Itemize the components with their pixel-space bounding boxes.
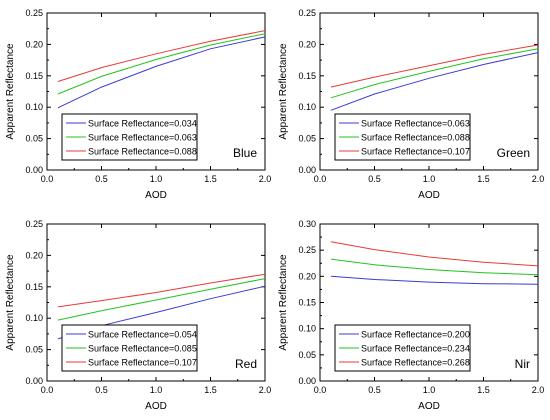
- y-tick-label: 0.25: [25, 8, 43, 18]
- chart-panel-1: 0.0 0.5 1.0 1.5 2.0 0.00 0.05 0.10 0.15 0.20 0.25 A…: [5, 8, 271, 201]
- y-tick-label: 0.15: [25, 282, 43, 292]
- x-tick-label: 0.5: [368, 385, 381, 395]
- x-tick-label: 0.0: [314, 385, 327, 395]
- series-line-2: [330, 258, 539, 276]
- x-tick-label: 1.5: [477, 174, 490, 184]
- y-tick-label: 0.20: [25, 250, 43, 260]
- y-tick-label: 0.10: [298, 102, 316, 112]
- legend-label: Surface Reflectance=0.085: [88, 344, 197, 354]
- series-line-3: [57, 273, 266, 308]
- x-tick-label: 1.5: [477, 385, 490, 395]
- y-tick-label: 0.05: [25, 134, 43, 144]
- x-tick-label: 1.5: [204, 385, 217, 395]
- legend-label: Surface Reflectance=0.234: [361, 344, 470, 354]
- legend-label: Surface Reflectance=0.034: [88, 119, 197, 129]
- y-tick-label: 0.05: [298, 350, 316, 360]
- y-tick-label: 0.05: [25, 345, 43, 355]
- legend-label: Surface Reflectance=0.063: [361, 119, 470, 129]
- band-label: Red: [235, 357, 257, 371]
- series-line-3: [330, 44, 539, 88]
- x-tick-label: 1.0: [150, 174, 163, 184]
- band-label: Blue: [233, 146, 257, 160]
- legend-label: Surface Reflectance=0.107: [361, 147, 470, 157]
- y-tick-label: 0.00: [298, 165, 316, 175]
- x-tick-label: 0.0: [314, 174, 327, 184]
- x-axis-label: AOD: [418, 190, 440, 201]
- y-tick-label: 0.30: [298, 219, 316, 229]
- y-axis-label: Apparent Reflectance: [5, 254, 16, 351]
- legend-label: Surface Reflectance=0.088: [361, 133, 470, 143]
- x-tick-label: 1.0: [423, 385, 436, 395]
- band-label: Green: [497, 146, 530, 160]
- chart-panel-4: 0.0 0.5 1.0 1.5 2.0 0.00 0.05 0.10 0.15 0.20 0.25 0…: [278, 219, 544, 412]
- legend-label: Surface Reflectance=0.063: [88, 133, 197, 143]
- legend-label: Surface Reflectance=0.088: [88, 147, 197, 157]
- series-line-1: [57, 36, 266, 109]
- y-tick-label: 0.00: [298, 376, 316, 386]
- y-tick-label: 0.15: [298, 298, 316, 308]
- y-tick-label: 0.00: [25, 376, 43, 386]
- series-line-3: [330, 241, 539, 267]
- y-tick-label: 0.10: [25, 102, 43, 112]
- legend-label: Surface Reflectance=0.107: [88, 358, 197, 368]
- y-tick-label: 0.20: [25, 39, 43, 49]
- x-tick-label: 2.0: [259, 385, 272, 395]
- x-tick-label: 1.5: [204, 174, 217, 184]
- x-tick-label: 2.0: [532, 385, 545, 395]
- x-tick-label: 0.5: [368, 174, 381, 184]
- y-tick-label: 0.20: [298, 39, 316, 49]
- y-tick-label: 0.10: [25, 313, 43, 323]
- series-line-2: [330, 48, 539, 99]
- x-tick-label: 0.5: [95, 385, 108, 395]
- y-tick-label: 0.25: [298, 245, 316, 255]
- x-tick-label: 0.0: [41, 385, 54, 395]
- legend-label: Surface Reflectance=0.268: [361, 358, 470, 368]
- x-axis-label: AOD: [145, 401, 167, 412]
- y-tick-label: 0.15: [298, 71, 316, 81]
- series-line-1: [330, 275, 539, 285]
- x-axis-label: AOD: [418, 401, 440, 412]
- y-tick-label: 0.25: [25, 219, 43, 229]
- y-axis-label: Apparent Reflectance: [278, 43, 289, 140]
- legend-label: Surface Reflectance=0.054: [88, 330, 197, 340]
- y-tick-label: 0.10: [298, 324, 316, 334]
- x-tick-label: 0.0: [41, 174, 54, 184]
- x-tick-label: 2.0: [259, 174, 272, 184]
- x-tick-label: 1.0: [423, 174, 436, 184]
- series-line-2: [57, 278, 266, 321]
- chart-panel-3: 0.0 0.5 1.0 1.5 2.0 0.00 0.05 0.10 0.15 0.20 0.25 A…: [5, 219, 271, 412]
- x-tick-label: 0.5: [95, 174, 108, 184]
- y-axis-label: Apparent Reflectance: [5, 43, 16, 140]
- y-tick-label: 0.05: [298, 134, 316, 144]
- x-tick-label: 1.0: [150, 385, 163, 395]
- chart-panel-2: 0.0 0.5 1.0 1.5 2.0 0.00 0.05 0.10 0.15 0.20 0.25 A…: [278, 8, 544, 201]
- y-tick-label: 0.00: [25, 165, 43, 175]
- x-axis-label: AOD: [145, 190, 167, 201]
- series-line-3: [57, 30, 266, 82]
- series-line-1: [330, 52, 539, 111]
- band-label: Nir: [515, 357, 530, 371]
- y-tick-label: 0.20: [298, 271, 316, 281]
- y-tick-label: 0.15: [25, 71, 43, 81]
- series-line-2: [57, 33, 266, 95]
- x-tick-label: 2.0: [532, 174, 545, 184]
- y-axis-label: Apparent Reflectance: [278, 254, 289, 351]
- legend-label: Surface Reflectance=0.200: [361, 330, 470, 340]
- y-tick-label: 0.25: [298, 8, 316, 18]
